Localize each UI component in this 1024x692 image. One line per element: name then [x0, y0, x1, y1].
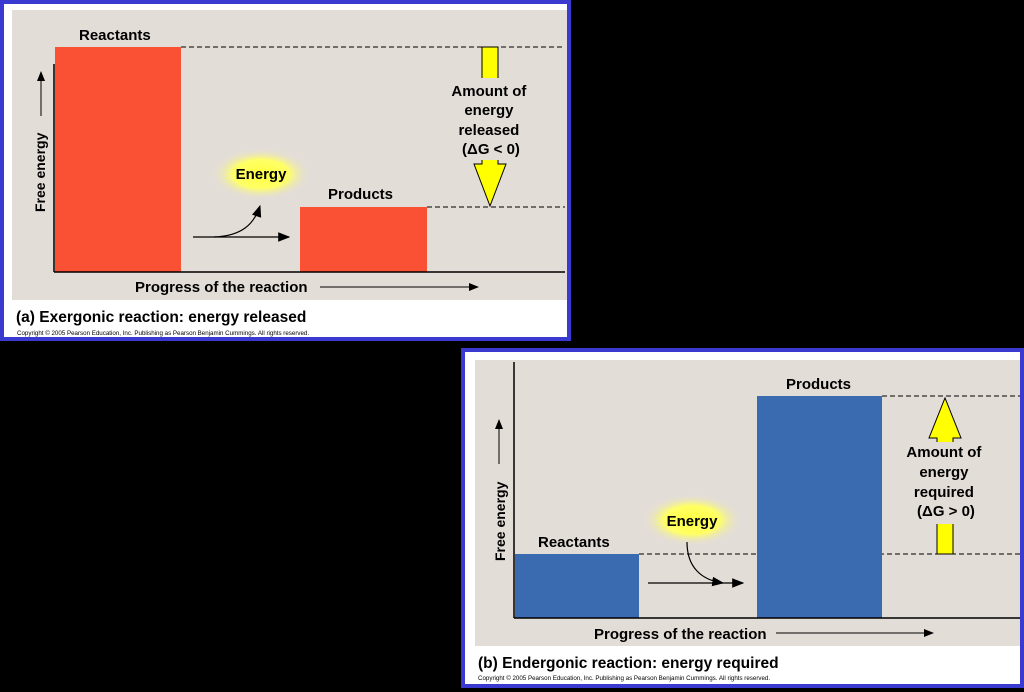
y-axis-label: Free energy [492, 481, 508, 561]
endergonic-caption: (b) Endergonic reaction: energy required [478, 655, 779, 672]
products-label: Products [786, 376, 851, 393]
exergonic-caption: (a) Exergonic reaction: energy released [16, 309, 307, 326]
delta-label-bg [902, 442, 992, 524]
energy-label: Energy [236, 166, 288, 183]
reactants-bar [515, 554, 639, 618]
energy-glow [642, 494, 742, 546]
copyright-text: Copyright © 2005 Pearson Education, Inc.… [17, 330, 310, 337]
delta-line-4: (ΔG > 0) [917, 503, 975, 520]
reactants-label: Reactants [538, 534, 610, 551]
products-bar [757, 396, 882, 618]
exergonic-panel: Free energy Progress of the reaction Rea… [0, 0, 571, 341]
delta-line-2: energy [464, 102, 514, 119]
energy-input-arrow-icon [686, 541, 725, 587]
x-axis-label: Progress of the reaction [594, 626, 767, 643]
delta-g-label: Amount of energy required (ΔG > 0) [906, 444, 985, 520]
endergonic-diagram: Free energy Progress of the reaction Rea… [492, 362, 1020, 643]
delta-line-3: required [914, 484, 974, 501]
endergonic-panel: Free energy Progress of the reaction Rea… [461, 348, 1024, 688]
delta-line-1: Amount of [906, 444, 982, 461]
energy-glow [211, 148, 311, 200]
exergonic-diagram: Free energy Progress of the reaction Rea… [32, 27, 565, 296]
delta-line-1: Amount of [451, 83, 527, 100]
reactants-label: Reactants [79, 27, 151, 44]
y-axis-label: Free energy [32, 132, 48, 212]
delta-line-3: released [458, 122, 519, 139]
delta-line-2: energy [919, 464, 969, 481]
delta-g-label: Amount of energy released (ΔG < 0) [451, 83, 530, 158]
delta-line-4: (ΔG < 0) [462, 141, 520, 158]
delta-label-bg [446, 78, 536, 160]
energy-label: Energy [667, 513, 719, 530]
products-bar [300, 207, 427, 272]
x-axis-label: Progress of the reaction [135, 279, 308, 296]
reactants-bar [55, 47, 181, 272]
copyright-text: Copyright © 2005 Pearson Education, Inc.… [478, 675, 771, 682]
energy-release-arrow-icon [213, 204, 262, 238]
products-label: Products [328, 186, 393, 203]
